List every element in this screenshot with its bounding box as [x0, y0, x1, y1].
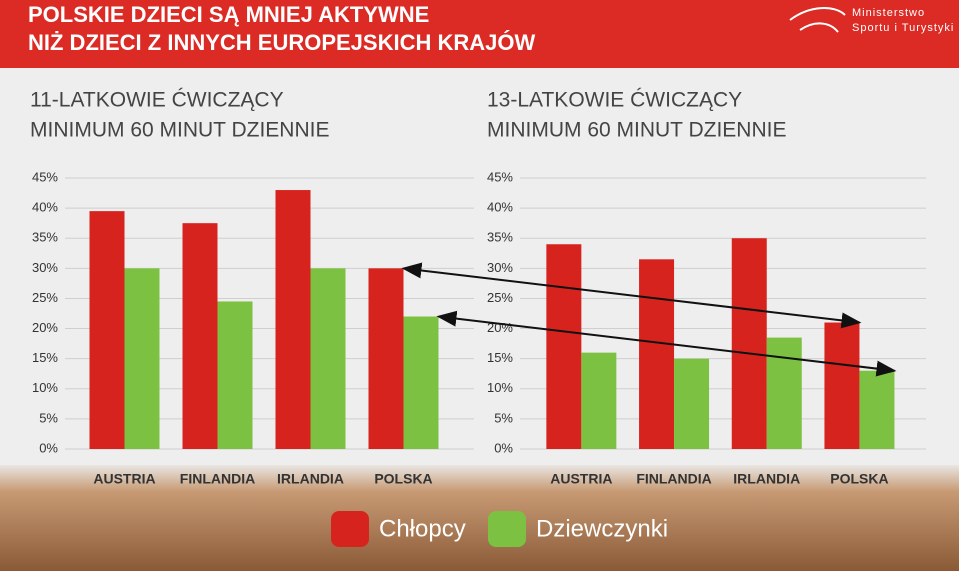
y-tick-label: 40% — [32, 200, 58, 215]
chart-title: 13-LATKOWIE ĆWICZĄCY — [487, 89, 742, 112]
bar — [546, 244, 582, 449]
bar — [731, 238, 767, 449]
x-tick-label: AUSTRIA — [93, 471, 155, 487]
bar — [217, 301, 253, 449]
header-band — [0, 0, 959, 68]
bar — [824, 322, 860, 449]
y-tick-label: 20% — [32, 320, 58, 335]
x-tick-label: AUSTRIA — [550, 471, 612, 487]
bar — [581, 352, 617, 449]
bar — [766, 337, 802, 449]
y-tick-label: 15% — [487, 350, 513, 365]
bar — [639, 259, 675, 449]
logo-mark — [789, 7, 846, 33]
bar — [310, 268, 346, 449]
x-tick-label: FINLANDIA — [180, 471, 255, 487]
header-title: NIŻ DZIECI Z INNYCH EUROPEJSKICH KRAJÓW — [28, 30, 535, 55]
x-tick-label: POLSKA — [830, 471, 888, 487]
bar — [368, 268, 404, 449]
y-tick-label: 35% — [487, 230, 513, 245]
y-tick-label: 0% — [494, 440, 513, 455]
chart-title: 11-LATKOWIE ĆWICZĄCY — [30, 89, 284, 112]
x-tick-label: IRLANDIA — [277, 471, 344, 487]
y-tick-label: 45% — [487, 169, 513, 184]
legend-label: Dziewczynki — [536, 515, 668, 542]
bar — [403, 316, 439, 449]
bar — [89, 211, 125, 449]
bar — [182, 223, 218, 449]
y-tick-label: 10% — [487, 380, 513, 395]
header-title: POLSKIE DZIECI SĄ MNIEJ AKTYWNE — [28, 2, 429, 27]
chart-title: MINIMUM 60 MINUT DZIENNIE — [30, 119, 329, 142]
y-tick-label: 15% — [32, 350, 58, 365]
x-tick-label: POLSKA — [374, 471, 432, 487]
x-tick-label: FINLANDIA — [636, 471, 711, 487]
logo-text: Ministerstwo — [852, 7, 925, 19]
legend-swatch — [488, 511, 526, 547]
y-tick-label: 5% — [494, 410, 513, 425]
y-tick-label: 30% — [487, 260, 513, 275]
y-tick-label: 35% — [32, 230, 58, 245]
bar — [124, 268, 160, 449]
y-tick-label: 40% — [487, 200, 513, 215]
bar — [674, 358, 710, 449]
chart-title: MINIMUM 60 MINUT DZIENNIE — [487, 119, 786, 142]
floor — [0, 465, 959, 571]
y-tick-label: 30% — [32, 260, 58, 275]
y-tick-label: 0% — [39, 440, 58, 455]
bar — [275, 190, 311, 450]
legend: Chłopcy Dziewczynki — [331, 511, 668, 547]
y-tick-label: 45% — [32, 169, 58, 184]
legend-swatch — [331, 511, 369, 547]
y-tick-label: 5% — [39, 410, 58, 425]
legend-label: Chłopcy — [379, 515, 466, 542]
bar — [859, 370, 895, 449]
logo-text: Sportu i Turystyki — [852, 22, 954, 34]
y-tick-label: 25% — [32, 290, 58, 305]
y-tick-label: 25% — [487, 290, 513, 305]
y-tick-label: 10% — [32, 380, 58, 395]
comparison-arrow — [436, 310, 897, 377]
x-tick-label: IRLANDIA — [733, 471, 800, 487]
